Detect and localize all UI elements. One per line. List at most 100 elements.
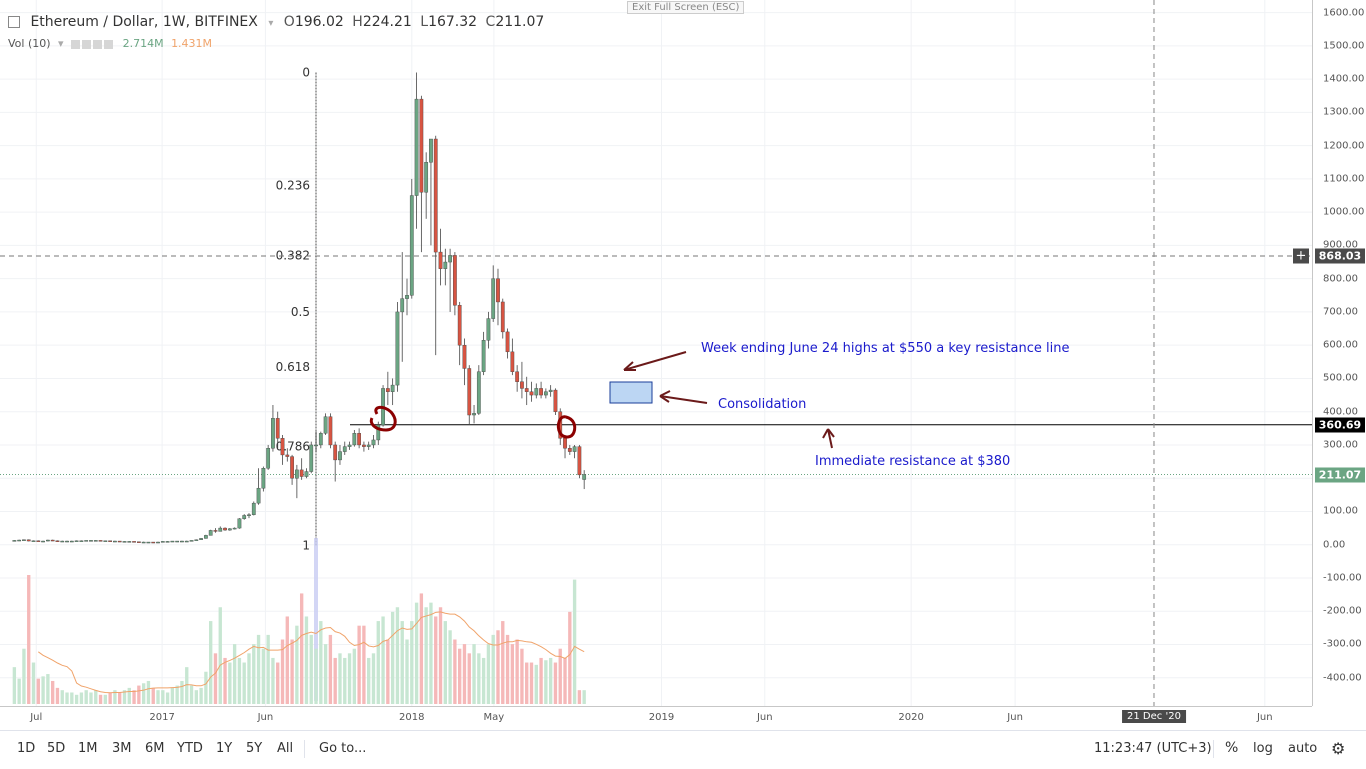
volume-bar (434, 616, 438, 704)
timeframe-5y[interactable]: 5Y (246, 741, 263, 756)
price-tick: -300.00 (1323, 638, 1362, 650)
arrow-head (623, 361, 636, 371)
time-axis[interactable]: Jul 2017 Jun 2018 May 2019 Jun 2020 Jun Jun 21 Dec… (0, 706, 1312, 731)
timeframe-all[interactable]: All (277, 741, 294, 756)
add-icon[interactable] (93, 39, 103, 49)
volume-bar (558, 648, 562, 704)
volume-bar (266, 634, 270, 704)
candle-body (189, 540, 194, 542)
price-tick: -400.00 (1323, 672, 1362, 684)
clock[interactable]: 11:23:47 (UTC+3) (1094, 741, 1212, 756)
volume-bar (46, 674, 50, 704)
candle-body (247, 514, 251, 516)
chevron-down-icon[interactable]: ▾ (268, 18, 274, 29)
timeframe-3m[interactable]: 3M (112, 741, 132, 756)
volume-bar (94, 690, 98, 704)
volume-bar (74, 694, 79, 704)
close-icon[interactable] (104, 39, 114, 49)
chevron-down-icon[interactable]: ▾ (58, 37, 64, 50)
candle-body (385, 388, 390, 392)
volume-bar (242, 662, 246, 704)
volume-bar (223, 657, 227, 704)
candle-body (242, 515, 247, 519)
price-tick: 100.00 (1323, 505, 1358, 517)
candle-body (175, 540, 180, 543)
candle-body (405, 295, 409, 299)
volume-bar (333, 657, 337, 704)
goto-button[interactable]: Go to... (319, 741, 367, 756)
time-tick: 2019 (648, 712, 675, 723)
percent-toggle[interactable]: % (1225, 740, 1239, 756)
candle-body (98, 540, 103, 542)
open-label: O (283, 14, 295, 30)
timeframe-ytd[interactable]: YTD (177, 741, 203, 756)
candle-body (314, 444, 318, 447)
volume-bar (481, 657, 486, 704)
time-tick: Jun (756, 712, 773, 723)
volume-bar (170, 687, 175, 704)
annotation-text[interactable]: Immediate resistance at $380 (815, 454, 1011, 469)
volume-bar (309, 634, 313, 704)
volume-bar (79, 692, 84, 704)
volume-bar (410, 621, 414, 704)
exit-fullscreen-button[interactable]: Exit Full Screen (ESC) (627, 1, 745, 14)
candle-body (457, 305, 462, 346)
toolbar-divider (304, 740, 305, 758)
chart-area[interactable]: 0 0.236 0.382 0.5 0.618 0.786 1 Ethereum / Dol… (0, 0, 1312, 706)
candle-body (448, 255, 452, 263)
candle-body (299, 469, 304, 477)
volume-label[interactable]: Vol (10) (8, 37, 51, 50)
timeframe-1d[interactable]: 1D (17, 741, 36, 756)
candle-body (347, 444, 352, 447)
volume-bar (41, 676, 45, 704)
eye-icon[interactable] (71, 39, 81, 49)
candle-body (74, 540, 79, 542)
annotation-text[interactable]: Week ending June 24 highs at $550 a key … (701, 341, 1070, 356)
volume-bar (17, 678, 21, 704)
symbol-title[interactable]: Ethereum / Dollar, 1W, BITFINEX (30, 14, 258, 30)
candle-body (89, 540, 93, 542)
volume-bar (55, 687, 60, 704)
candle-body (170, 540, 175, 543)
candle-body (69, 540, 74, 543)
candle-body (467, 368, 472, 416)
candle-body (146, 541, 151, 544)
volume-bar (271, 657, 275, 704)
volume-bar (491, 634, 495, 704)
add-alert-icon[interactable]: + (1293, 248, 1309, 264)
timeframe-1y[interactable]: 1Y (216, 741, 233, 756)
volume-bar (185, 667, 189, 704)
auto-toggle[interactable]: auto (1288, 741, 1318, 756)
high-value: 224.21 (362, 14, 412, 30)
volume-bar (505, 634, 510, 704)
price-label-badge: 868.03 (1315, 248, 1365, 264)
volume-bar (261, 648, 266, 704)
candle-body (218, 527, 223, 532)
price-tick: 800.00 (1323, 273, 1358, 285)
volume-bar (496, 630, 500, 704)
volume-bar (285, 616, 289, 704)
gear-icon[interactable]: ⚙ (1331, 739, 1346, 758)
collapse-icon[interactable] (8, 16, 20, 28)
timeframe-1m[interactable]: 1M (78, 741, 98, 756)
volume-bar (328, 634, 333, 704)
high-label: H (352, 14, 363, 30)
annotation-text[interactable]: Consolidation (718, 397, 807, 412)
candle-body (46, 539, 50, 542)
timeframe-5d[interactable]: 5D (47, 741, 66, 756)
candle-body (93, 540, 98, 542)
grid (0, 0, 1312, 706)
log-toggle[interactable]: log (1253, 741, 1273, 756)
candle-body (304, 471, 309, 477)
time-tick: Jun (1007, 712, 1023, 723)
timeframe-6m[interactable]: 6M (145, 741, 165, 756)
volume-bar (367, 657, 371, 704)
price-axis[interactable]: 1600.00 1500.00 1400.00 1300.00 1200.00 1100.… (1293, 0, 1366, 706)
fibonacci-level-label: 0.382 (276, 248, 310, 262)
volume-bar (209, 621, 213, 704)
settings-icon[interactable] (82, 39, 92, 49)
candle-body (295, 469, 299, 479)
price-tick: 900.00 (1323, 239, 1358, 251)
candle-body (60, 540, 65, 543)
